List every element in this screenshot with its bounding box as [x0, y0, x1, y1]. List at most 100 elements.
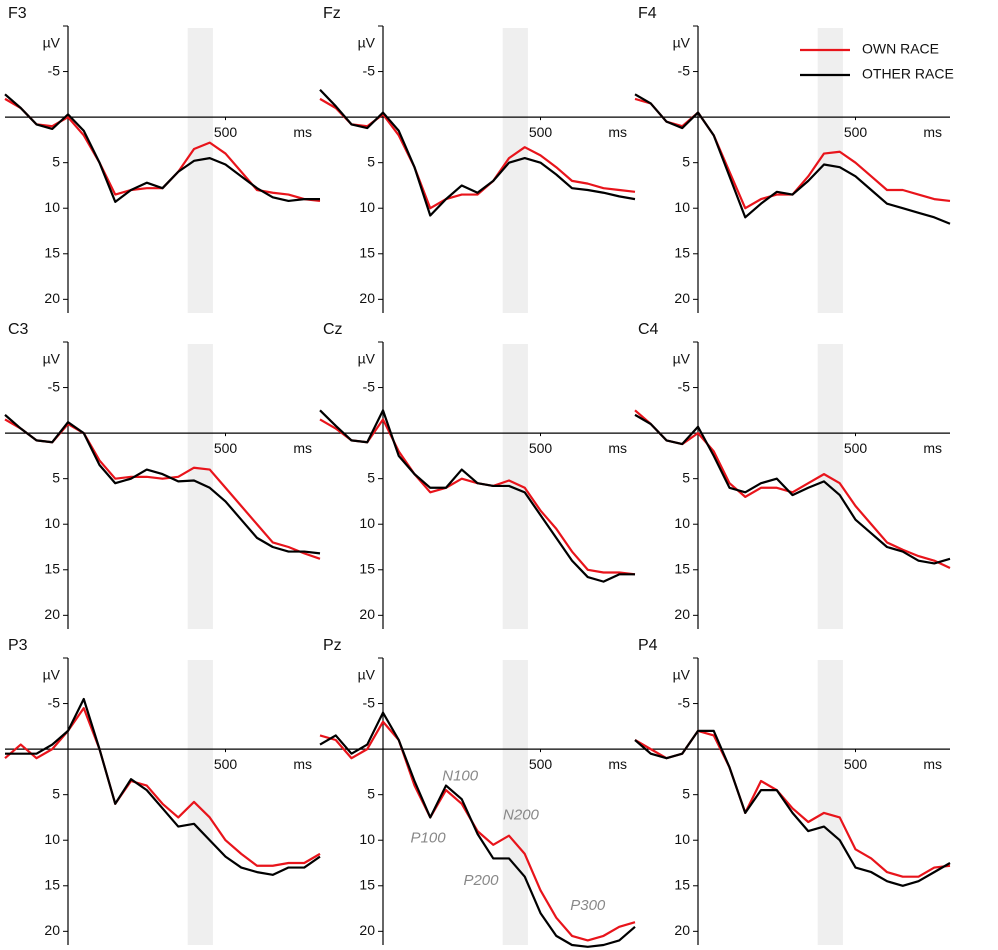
y-tick-label: 15: [44, 560, 60, 576]
erp-line: [319, 720, 636, 942]
y-tick-label: 10: [359, 831, 375, 847]
erp-line: [319, 409, 635, 583]
x-tick-label: 500: [529, 124, 553, 140]
y-tick-label: 5: [367, 785, 375, 801]
shaded-window: [502, 660, 528, 945]
panel: F3 µV -5 5 10 15 20 500 ms: [4, 5, 321, 313]
y-tick-label: 5: [52, 785, 60, 801]
y-tick-label: 15: [359, 876, 375, 892]
x-tick-label: 500: [844, 440, 868, 456]
x-axis-label: ms: [608, 124, 627, 140]
erp-line: [4, 707, 321, 867]
y-tick-label: 15: [674, 876, 690, 892]
x-axis-label: ms: [923, 440, 942, 456]
y-tick-label: 15: [359, 244, 375, 260]
legend-label: OTHER RACE: [862, 66, 954, 82]
y-tick-label: -5: [363, 694, 376, 710]
x-tick-label: 500: [214, 440, 238, 456]
annotation: N200: [503, 807, 540, 824]
x-tick-label: 500: [529, 756, 553, 772]
y-tick-label: 10: [44, 515, 60, 531]
y-tick-label: 20: [359, 606, 375, 622]
x-axis-label: ms: [293, 124, 312, 140]
panel-title: F4: [638, 5, 657, 22]
y-tick-label: 5: [682, 469, 690, 485]
panel-title: P4: [638, 637, 658, 654]
x-axis-label: ms: [923, 124, 942, 140]
y-tick-label: 5: [682, 785, 690, 801]
y-tick-label: -5: [48, 62, 61, 78]
y-tick-label: 5: [367, 469, 375, 485]
y-tick-label: 5: [682, 153, 690, 169]
y-tick-label: 10: [44, 831, 60, 847]
y-tick-label: 20: [44, 290, 60, 306]
panel-title: F3: [8, 5, 27, 22]
y-tick-label: -5: [678, 378, 691, 394]
erp-line: [319, 89, 636, 217]
y-tick-label: 15: [44, 876, 60, 892]
x-axis-label: ms: [293, 756, 312, 772]
y-axis-label: µV: [673, 351, 691, 367]
legend-label: OWN RACE: [862, 41, 939, 57]
y-axis-label: µV: [673, 35, 691, 51]
y-tick-label: -5: [678, 62, 691, 78]
erp-line: [4, 414, 321, 555]
shaded-window: [187, 28, 213, 313]
y-tick-label: 15: [674, 244, 690, 260]
y-tick-label: 15: [44, 244, 60, 260]
erp-line: [634, 729, 951, 887]
x-tick-label: 500: [214, 124, 238, 140]
y-tick-label: 10: [44, 199, 60, 215]
y-tick-label: -5: [678, 694, 691, 710]
x-axis-label: ms: [608, 756, 627, 772]
panel: C3 µV -5 5 10 15 20 500 ms: [4, 321, 321, 629]
x-axis-label: ms: [293, 440, 312, 456]
shaded-window: [817, 660, 843, 945]
x-axis-label: ms: [608, 440, 627, 456]
panel: C4 µV -5 5 10 15 20 500 ms: [634, 321, 951, 629]
y-tick-label: 15: [359, 560, 375, 576]
y-tick-label: 10: [674, 831, 690, 847]
x-tick-label: 500: [529, 440, 553, 456]
y-tick-label: 20: [674, 606, 690, 622]
panel-title: C3: [8, 321, 29, 338]
panel-title: Fz: [323, 5, 341, 22]
erp-line: [4, 97, 321, 203]
y-axis-label: µV: [358, 351, 376, 367]
y-tick-label: -5: [363, 378, 376, 394]
y-tick-label: 15: [674, 560, 690, 576]
x-tick-label: 500: [844, 756, 868, 772]
y-tick-label: 20: [359, 922, 375, 938]
x-tick-label: 500: [214, 756, 238, 772]
shaded-window: [187, 660, 213, 945]
y-tick-label: -5: [363, 62, 376, 78]
annotation: N100: [442, 767, 479, 784]
y-tick-label: 5: [367, 153, 375, 169]
y-tick-label: 20: [44, 606, 60, 622]
y-axis-label: µV: [673, 667, 691, 683]
y-axis-label: µV: [43, 35, 61, 51]
panel: F4 µV -5 5 10 15 20 500 ms OWN RACE OTHER RACE: [634, 5, 954, 313]
erp-line: [634, 93, 951, 225]
erp-line: [634, 413, 951, 565]
y-tick-label: 10: [674, 199, 690, 215]
y-axis-label: µV: [358, 667, 376, 683]
y-tick-label: 20: [359, 290, 375, 306]
erp-line: [319, 711, 636, 948]
annotation: P200: [463, 872, 499, 889]
erp-line: [4, 93, 320, 203]
panel: P4 µV -5 5 10 15 20 500 ms: [634, 637, 951, 945]
y-axis-label: µV: [358, 35, 376, 51]
y-tick-label: -5: [48, 694, 61, 710]
y-tick-label: -5: [48, 378, 61, 394]
y-tick-label: 20: [44, 922, 60, 938]
y-tick-label: 10: [674, 515, 690, 531]
y-tick-label: 5: [52, 153, 60, 169]
y-tick-label: 10: [359, 199, 375, 215]
y-axis-label: µV: [43, 667, 61, 683]
erp-line: [5, 697, 321, 876]
y-tick-label: 20: [674, 290, 690, 306]
shaded-window: [502, 28, 528, 313]
